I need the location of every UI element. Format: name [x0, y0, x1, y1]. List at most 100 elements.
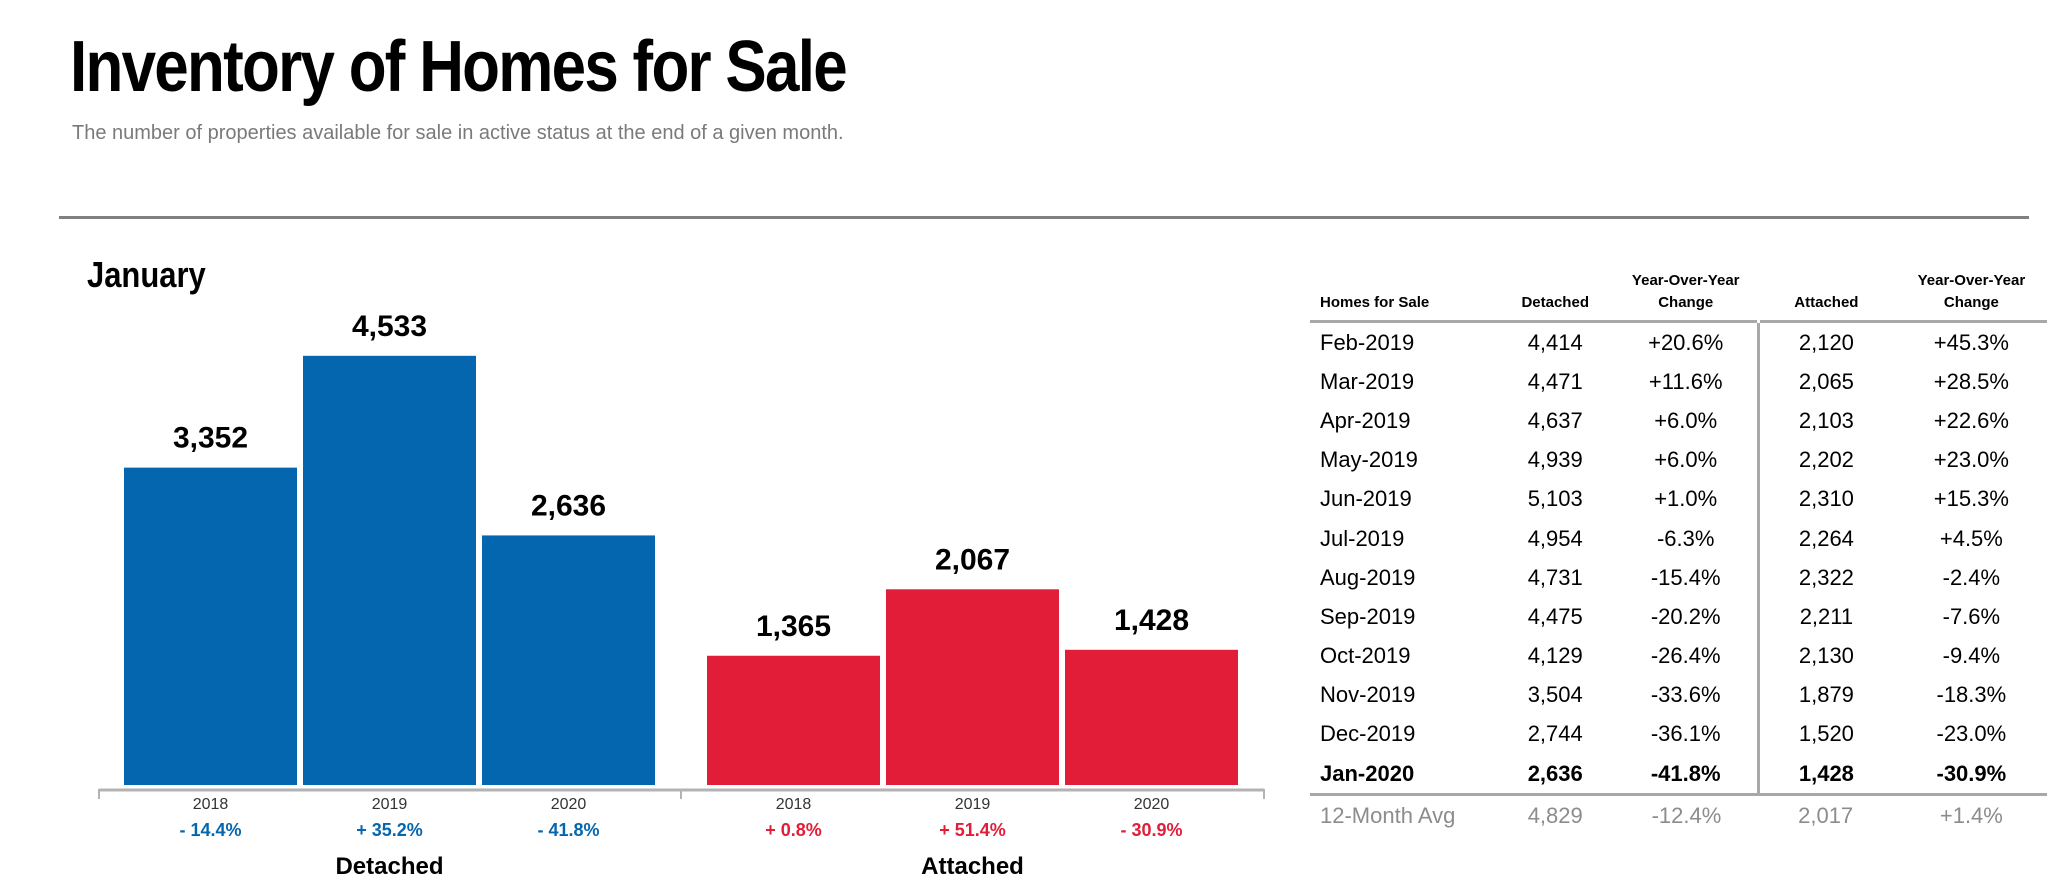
detached-bar-2019 [303, 355, 476, 785]
page-title: Inventory of Homes for Sale [70, 27, 848, 107]
summary-attached: 2,017 [1798, 802, 1854, 828]
page-subtitle: The number of properties available for s… [72, 122, 844, 144]
table-row: Sep-2019 4,475 -20.2% 2,211 -7.6% [1310, 597, 2047, 637]
row-detached-yoy: +11.6% [1614, 362, 1761, 402]
attached-year-tick-label: 2020 [1134, 796, 1170, 813]
detached-change-label: - 41.8% [537, 820, 599, 840]
attached-value-label: 2,067 [935, 543, 1010, 576]
header-detached: Detached [1521, 294, 1589, 311]
table-row: Dec-2019 2,744 -36.1% 1,520 -23.0% [1310, 714, 2047, 755]
row-detached-yoy: +1.0% [1614, 479, 1761, 519]
row-detached: 4,637 [1527, 407, 1583, 433]
summary-detached: 4,829 [1527, 802, 1583, 828]
table-row: Apr-2019 4,637 +6.0% 2,103 +22.6% [1310, 401, 2047, 441]
detached-year-tick-label: 2018 [193, 796, 229, 813]
row-detached-yoy: -36.1% [1614, 714, 1761, 755]
row-detached-yoy: -15.4% [1614, 558, 1761, 598]
row-attached-yoy: +45.3% [1933, 329, 2009, 355]
row-month: Dec-2019 [1320, 721, 1416, 747]
table-row: Oct-2019 4,129 -26.4% 2,130 -9.4% [1310, 636, 2047, 676]
attached-change-label: - 30.9% [1120, 820, 1182, 840]
row-detached-yoy: +20.6% [1614, 321, 1761, 363]
table-row: May-2019 4,939 +6.0% 2,202 +23.0% [1310, 440, 2047, 480]
detached-bar-2018 [124, 467, 297, 785]
row-attached-yoy: +4.5% [1939, 525, 2003, 551]
row-detached: 5,103 [1527, 486, 1583, 512]
table-row: Jul-2019 4,954 -6.3% 2,264 +4.5% [1310, 518, 2047, 559]
row-detached: 4,939 [1527, 447, 1583, 473]
attached-value-label: 1,428 [1114, 604, 1189, 637]
row-detached-yoy: +6.0% [1614, 401, 1761, 441]
row-attached: 2,103 [1798, 407, 1854, 433]
row-attached: 2,264 [1798, 525, 1854, 551]
row-attached: 1,428 [1798, 760, 1854, 786]
row-detached: 2,636 [1527, 760, 1583, 786]
row-attached: 2,065 [1798, 368, 1854, 394]
header-homes-for-sale: Homes for Sale [1320, 294, 1430, 311]
table-header-row: Homes for Sale Detached Year-Over-Year Ch… [1310, 270, 2047, 322]
attached-group-label: Attached [921, 853, 1024, 879]
row-month: Jan-2020 [1320, 760, 1415, 786]
row-detached: 2,744 [1527, 721, 1583, 747]
homes-for-sale-table: Homes for Sale Detached Year-Over-Year Ch… [1310, 270, 2047, 835]
row-month: Nov-2019 [1320, 682, 1416, 708]
table-row: Aug-2019 4,731 -15.4% 2,322 -2.4% [1310, 558, 2047, 598]
row-attached-yoy: +23.0% [1933, 447, 2009, 473]
header-divider [59, 216, 2029, 219]
table-row: Jun-2019 5,103 +1.0% 2,310 +15.3% [1310, 479, 2047, 519]
table-row: Nov-2019 3,504 -33.6% 1,879 -18.3% [1310, 675, 2047, 715]
table-summary-row: 12-Month Avg 4,829 -12.4% 2,017 +1.4% [1310, 795, 2047, 836]
row-month: Sep-2019 [1320, 603, 1416, 629]
detached-change-label: + 35.2% [356, 820, 423, 840]
row-month: Oct-2019 [1320, 643, 1411, 669]
row-month: May-2019 [1320, 447, 1418, 473]
row-attached: 2,120 [1798, 329, 1854, 355]
attached-year-tick-label: 2019 [955, 796, 991, 813]
row-attached: 1,879 [1798, 682, 1854, 708]
row-month: Jun-2019 [1320, 486, 1412, 512]
detached-bar-2020 [482, 535, 655, 785]
row-attached: 2,322 [1798, 564, 1854, 590]
row-month: Feb-2019 [1320, 329, 1415, 355]
row-attached: 2,211 [1799, 603, 1854, 629]
attached-bar-2019 [886, 589, 1059, 785]
row-detached: 4,129 [1527, 643, 1583, 669]
row-detached-yoy: -20.2% [1614, 597, 1761, 637]
row-detached: 4,414 [1527, 329, 1583, 355]
header-attached: Attached [1794, 294, 1859, 311]
row-attached: 2,202 [1798, 447, 1854, 473]
row-attached-yoy: -2.4% [1942, 564, 2001, 590]
row-month: Mar-2019 [1320, 368, 1415, 394]
row-month: Jul-2019 [1320, 525, 1405, 551]
header-detached-yoy: Year-Over-Year Change [1631, 272, 1740, 311]
row-attached-yoy: -7.6% [1942, 603, 2001, 629]
detached-value-label: 2,636 [531, 489, 606, 522]
row-attached-yoy: +28.5% [1933, 368, 2009, 394]
row-attached-yoy: +22.6% [1933, 407, 2009, 433]
summary-month: 12-Month Avg [1320, 802, 1456, 828]
detached-value-label: 3,352 [173, 422, 248, 455]
row-attached: 1,520 [1798, 721, 1854, 747]
row-detached-yoy: -33.6% [1614, 675, 1761, 715]
row-attached: 2,310 [1798, 486, 1854, 512]
table-row: Feb-2019 4,414 +20.6% 2,120 +45.3% [1310, 321, 2047, 363]
row-detached-yoy: -41.8% [1614, 754, 1761, 795]
bar-chart: 3,352 2018 - 14.4% 4,533 2019 + 35.2% 2,636 202… [98, 310, 1265, 879]
row-detached: 4,954 [1527, 525, 1583, 551]
table-row: Mar-2019 4,471 +11.6% 2,065 +28.5% [1310, 362, 2047, 402]
summary-detached-yoy: -12.4% [1651, 802, 1722, 828]
attached-change-label: + 51.4% [939, 820, 1006, 840]
row-month: Aug-2019 [1320, 564, 1416, 590]
attached-change-label: + 0.8% [765, 820, 822, 840]
detached-year-tick-label: 2020 [551, 796, 587, 813]
row-month: Apr-2019 [1320, 407, 1411, 433]
row-detached: 4,731 [1527, 564, 1583, 590]
attached-bar-2018 [707, 655, 880, 785]
row-attached-yoy: +15.3% [1933, 486, 2009, 512]
row-attached-yoy: -18.3% [1936, 682, 2007, 708]
summary-attached-yoy: +1.4% [1939, 802, 2003, 828]
row-detached-yoy: +6.0% [1614, 440, 1761, 480]
row-detached: 4,471 [1527, 368, 1583, 394]
row-attached-yoy: -30.9% [1936, 760, 2007, 786]
row-detached-yoy: -6.3% [1614, 518, 1761, 559]
